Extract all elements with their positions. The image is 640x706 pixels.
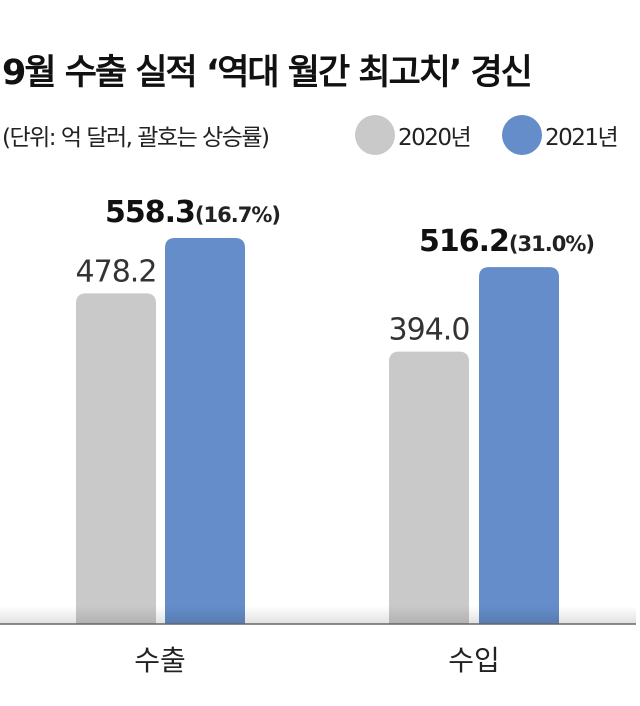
data-label: 516.2(31.0%) bbox=[419, 224, 594, 259]
data-label: 394.0 bbox=[389, 313, 470, 348]
category-label-import: 수입 bbox=[448, 644, 500, 677]
bar-2020-import bbox=[389, 351, 469, 624]
growth-label: (16.7%) bbox=[195, 203, 280, 227]
legend-swatch-2020 bbox=[355, 115, 395, 155]
growth-label: (31.0%) bbox=[509, 232, 594, 256]
data-label: 478.2 bbox=[76, 254, 157, 289]
data-label: 558.3(16.7%) bbox=[105, 195, 280, 230]
category-label-export: 수출 bbox=[134, 644, 186, 677]
legend-label-2021: 2021년 bbox=[545, 125, 617, 151]
bar-2021-export bbox=[165, 238, 245, 624]
bar-2021-import bbox=[479, 267, 559, 624]
bar-2020-export bbox=[76, 293, 156, 624]
legend-label-2020: 2020년 bbox=[398, 125, 470, 151]
chart-subtitle: (단위: 억 달러, 괄호는 상승률) bbox=[2, 125, 269, 151]
chart-title: 9월 수출 실적 ‘역대 월간 최고치’ 경신 bbox=[2, 53, 531, 93]
legend-swatch-2021 bbox=[502, 115, 542, 155]
baseline-shade bbox=[0, 606, 636, 624]
